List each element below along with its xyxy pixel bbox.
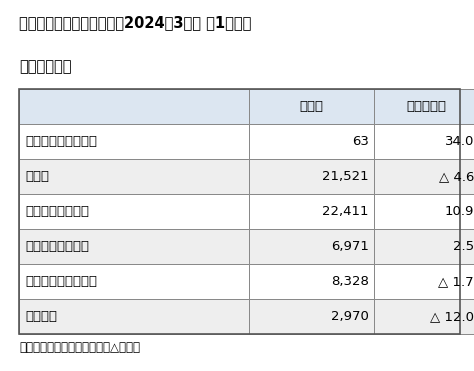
Text: 21,521: 21,521 <box>322 170 369 183</box>
Text: ウィンタースポーツ: ウィンタースポーツ <box>26 135 98 148</box>
Text: 22,411: 22,411 <box>322 205 369 218</box>
Text: 一般競技スポーツ: 一般競技スポーツ <box>26 205 90 218</box>
Text: （増減率）: （増減率） <box>407 100 447 113</box>
Text: ゴルフ: ゴルフ <box>26 170 50 183</box>
Text: 6,971: 6,971 <box>331 240 369 253</box>
Text: ゼビオホールディングス、2024年3月期 ㄄1四半期: ゼビオホールディングス、2024年3月期 ㄄1四半期 <box>19 15 251 30</box>
Text: 2.5: 2.5 <box>453 240 474 253</box>
Text: 単位は百万円。増減率は％、△は減。: 単位は百万円。増減率は％、△は減。 <box>19 341 140 354</box>
Text: 2,970: 2,970 <box>331 310 369 323</box>
Text: 63: 63 <box>352 135 369 148</box>
Text: 8,328: 8,328 <box>331 275 369 288</box>
Text: △ 12.0: △ 12.0 <box>430 310 474 323</box>
Text: スポーツアパレル: スポーツアパレル <box>26 240 90 253</box>
Text: その他計: その他計 <box>26 310 58 323</box>
Text: アウトドア・その他: アウトドア・その他 <box>26 275 98 288</box>
Text: 売上高: 売上高 <box>300 100 324 113</box>
Text: △ 4.6: △ 4.6 <box>438 170 474 183</box>
Text: 10.9: 10.9 <box>445 205 474 218</box>
Text: 34.0: 34.0 <box>445 135 474 148</box>
Text: △ 1.7: △ 1.7 <box>438 275 474 288</box>
Text: 部門別売上高: 部門別売上高 <box>19 59 72 74</box>
